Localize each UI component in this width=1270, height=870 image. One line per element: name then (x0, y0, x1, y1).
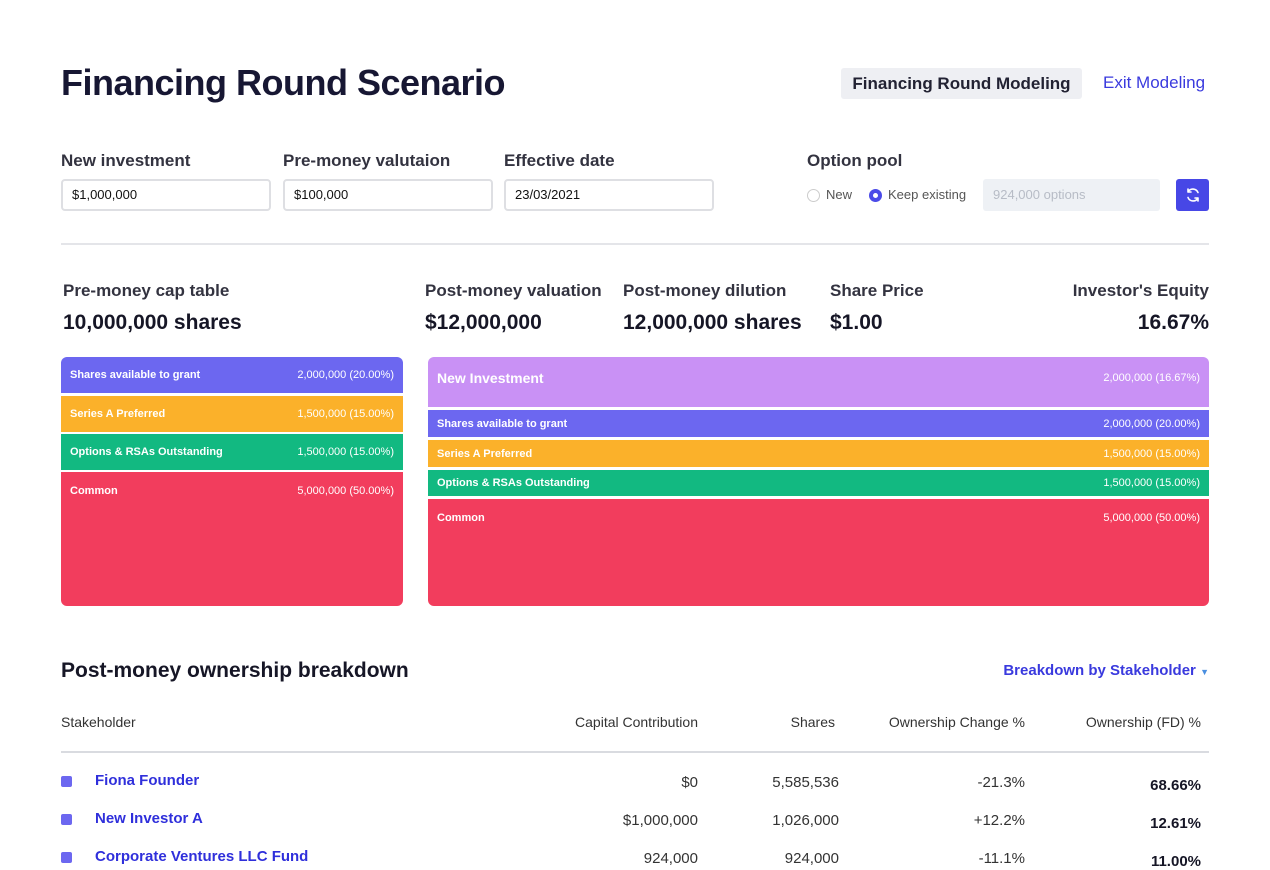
segment-name: Shares available to grant (70, 369, 201, 381)
bar-segment: Shares available to grant 2,000,000 (20.0… (61, 357, 403, 393)
column-header: Ownership Change % (888, 714, 1025, 730)
table-cell: 5,585,536 (772, 774, 839, 791)
divider (61, 751, 1209, 753)
segment-value: 1,500,000 (15.00%) (1103, 477, 1200, 489)
section-title: Post-money ownership breakdown (61, 659, 409, 682)
segment-value: 1,500,000 (15.00%) (297, 408, 394, 420)
table-cell: 12.61% (1150, 815, 1201, 832)
radio-button[interactable] (807, 189, 820, 202)
column-header: Capital Contribution (575, 714, 698, 730)
summary-value: 10,000,000 shares (63, 311, 242, 334)
input-label: Effective date (504, 151, 615, 170)
segment-value: 1,500,000 (15.00%) (1103, 447, 1200, 460)
column-header: Ownership (FD) % (1085, 714, 1201, 730)
summary-value: 16.67% (1137, 311, 1209, 334)
page-title: Financing Round Scenario (61, 62, 506, 103)
input-label: Pre-money valutaion (283, 151, 451, 170)
column-header: Shares (790, 714, 835, 730)
bar-segment: New Investment 2,000,000 (16.67%) (428, 357, 1209, 407)
summary-label: Pre-money cap table (63, 281, 230, 300)
bar-segment: Shares available to grant 2,000,000 (20.0… (428, 410, 1209, 437)
divider (61, 243, 1209, 245)
input-label: Option pool (807, 151, 903, 170)
segment-value: 5,000,000 (50.00%) (1103, 512, 1200, 524)
radio-option[interactable]: Keep existing (869, 187, 966, 202)
text-input[interactable]: 23/03/2021 (504, 179, 714, 211)
stakeholder-link[interactable]: New Investor A (95, 810, 203, 827)
radio-button[interactable] (869, 189, 882, 202)
segment-name: New Investment (437, 369, 544, 386)
dropdown-caret: ▼ (1200, 667, 1209, 677)
table-cell: +12.2% (973, 812, 1025, 829)
text-input[interactable]: $100,000 (283, 179, 493, 211)
row-marker (61, 776, 72, 787)
summary-label: Share Price (830, 281, 924, 300)
table-cell: 68.66% (1150, 777, 1201, 794)
segment-name: Shares available to grant (437, 417, 568, 430)
segment-name: Series A Preferred (437, 447, 533, 460)
summary-value: 12,000,000 shares (623, 311, 802, 334)
dropdown-label: Breakdown by Stakeholder (1003, 662, 1196, 679)
tab[interactable]: Financing Round Modeling (841, 68, 1082, 99)
table-cell: $1,000,000 (622, 812, 698, 829)
refresh-button[interactable] (1176, 179, 1209, 211)
table-cell: $0 (681, 774, 698, 791)
segment-name: Common (437, 512, 485, 524)
table-cell: 11.00% (1150, 853, 1201, 870)
segment-value: 1,500,000 (15.00%) (297, 446, 394, 458)
tab[interactable]: Exit Modeling (1103, 73, 1206, 92)
bar-segment: Options & RSAs Outstanding 1,500,000 (15.… (61, 434, 403, 470)
segment-name: Common (70, 485, 118, 497)
segment-value: 5,000,000 (50.00%) (297, 485, 394, 497)
disabled-input: 924,000 options (983, 179, 1160, 211)
bar-segment: Series A Preferred 1,500,000 (15.00%) (61, 396, 403, 432)
radio-option[interactable]: New (807, 187, 852, 202)
bar-segment: Common 5,000,000 (50.00%) (428, 499, 1209, 606)
summary-label: Investor's Equity (1072, 281, 1209, 300)
radio-label: New (826, 187, 853, 202)
dropdown[interactable]: Breakdown by Stakeholder ▼ (1003, 662, 1209, 679)
radio-label: Keep existing (888, 187, 967, 202)
row-marker (61, 852, 72, 863)
segment-name: Series A Preferred (70, 408, 166, 420)
column-header: Stakeholder (61, 714, 136, 730)
table-cell: 1,026,000 (772, 812, 839, 829)
summary-label: Post-money valuation (425, 281, 602, 300)
refresh-icon (1186, 188, 1199, 202)
segment-value: 2,000,000 (20.00%) (1103, 417, 1200, 430)
bar-segment: Series A Preferred 1,500,000 (15.00%) (428, 440, 1209, 467)
table-cell: -21.3% (977, 774, 1025, 791)
input-label: New investment (61, 151, 191, 170)
bar-segment: Common 5,000,000 (50.00%) (61, 472, 403, 606)
row-marker (61, 814, 72, 825)
segment-name: Options & RSAs Outstanding (70, 446, 223, 458)
segment-value: 2,000,000 (16.67%) (1103, 371, 1200, 384)
segment-value: 2,000,000 (20.00%) (297, 369, 394, 381)
bar-segment: Options & RSAs Outstanding 1,500,000 (15.… (428, 470, 1209, 496)
summary-value: $1.00 (830, 311, 883, 334)
summary-label: Post-money dilution (623, 281, 787, 300)
stakeholder-link[interactable]: Corporate Ventures LLC Fund (95, 848, 309, 865)
segment-name: Options & RSAs Outstanding (437, 477, 590, 489)
summary-value: $12,000,000 (425, 311, 542, 334)
text-input[interactable]: $1,000,000 (61, 179, 271, 211)
stakeholder-link[interactable]: Fiona Founder (95, 772, 200, 789)
